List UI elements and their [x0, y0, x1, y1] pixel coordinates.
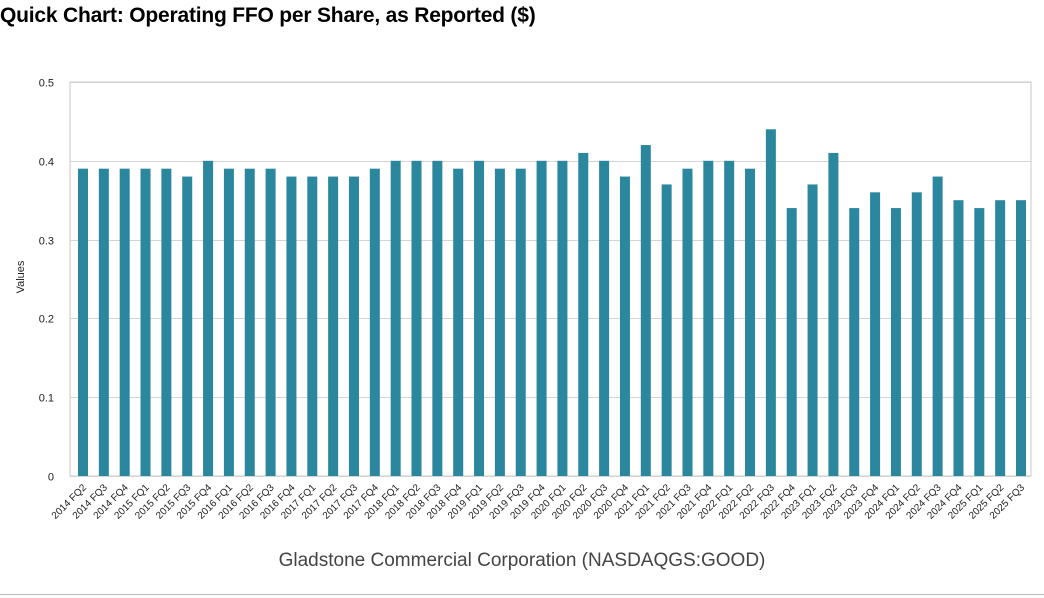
y-tick-label: 0.2 — [39, 314, 54, 326]
bar — [536, 160, 547, 477]
page-title: Quick Chart: Operating FFO per Share, as… — [0, 4, 536, 27]
y-axis-label: Values — [15, 260, 27, 293]
y-tick-label: 0.5 — [39, 78, 54, 90]
bar — [78, 168, 88, 476]
bar — [223, 168, 234, 476]
bar — [432, 160, 443, 477]
bar — [140, 168, 151, 476]
divider — [0, 594, 1044, 595]
bar — [244, 168, 255, 476]
bar — [286, 176, 297, 476]
bar — [807, 184, 818, 476]
bar — [369, 168, 380, 476]
bar — [328, 176, 339, 476]
bar — [348, 176, 359, 476]
bar — [849, 208, 860, 476]
plot-frame — [69, 81, 1032, 477]
bars — [78, 129, 1026, 477]
bar — [828, 152, 839, 477]
bar — [453, 168, 464, 476]
bar — [640, 145, 651, 477]
bar — [682, 168, 693, 476]
bar — [515, 168, 526, 476]
bar — [390, 160, 401, 477]
y-tick-label: 0.3 — [39, 236, 54, 248]
bar — [870, 192, 881, 476]
bar — [578, 152, 589, 477]
chart-caption: Gladstone Commercial Corporation (NASDAQ… — [278, 550, 766, 571]
y-tick-label: 0.1 — [39, 393, 54, 405]
bar — [703, 160, 714, 477]
bar — [765, 129, 776, 476]
bar — [724, 160, 735, 477]
bar — [786, 208, 797, 476]
bar — [119, 168, 130, 476]
bar — [411, 160, 422, 477]
bar — [557, 160, 568, 477]
gridlines — [69, 81, 1032, 477]
y-tick-label: 0 — [48, 472, 54, 484]
bar — [98, 168, 109, 476]
bar — [995, 200, 1006, 476]
bar — [1016, 200, 1026, 476]
bar — [494, 168, 505, 476]
bar — [182, 176, 193, 476]
bar — [265, 168, 276, 476]
bar — [474, 160, 485, 477]
bar — [599, 160, 610, 477]
bar — [203, 160, 214, 477]
bar — [974, 208, 985, 476]
bar — [661, 184, 672, 476]
bar — [619, 176, 630, 476]
bar — [911, 192, 922, 476]
bar — [307, 176, 318, 476]
bar — [161, 168, 172, 476]
bar — [890, 208, 901, 476]
y-axis-ticks: 0 0.1 0.2 0.3 0.4 0.5 — [39, 78, 54, 484]
y-tick-label: 0.4 — [39, 157, 54, 169]
bar — [953, 200, 964, 476]
bar — [932, 176, 943, 476]
bar — [745, 168, 756, 476]
